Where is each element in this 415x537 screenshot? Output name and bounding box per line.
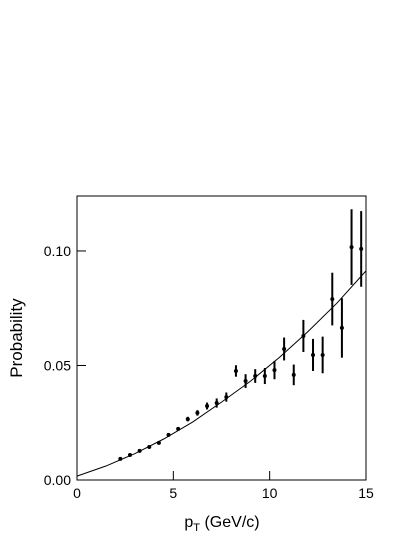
- x-axis-label: pT (GeV/c): [184, 514, 259, 534]
- data-point: [195, 410, 200, 415]
- data-point: [349, 245, 354, 250]
- x-tick-label: 15: [358, 485, 374, 501]
- data-point: [272, 368, 277, 373]
- data-point: [330, 297, 335, 302]
- x-label-sub: T: [193, 522, 200, 534]
- data-point: [137, 448, 142, 453]
- data-point: [224, 395, 229, 400]
- data-point: [185, 417, 190, 422]
- x-tick-label: 0: [73, 485, 81, 501]
- y-axis-label: Probability: [7, 298, 26, 378]
- x-tick-label: 5: [169, 485, 177, 501]
- data-point: [291, 372, 296, 377]
- y-tick-label: 0.10: [44, 243, 71, 259]
- y-tick-label: 0.00: [44, 472, 71, 488]
- data-point: [301, 333, 306, 338]
- data-point: [166, 432, 171, 437]
- data-point: [176, 426, 181, 431]
- plot-frame: [76, 195, 367, 481]
- data-point: [311, 352, 316, 357]
- fit-line: [76, 270, 367, 477]
- data-point: [205, 404, 210, 409]
- x-label-part: p: [184, 514, 193, 531]
- data-point: [253, 374, 258, 379]
- x-label-part: (GeV/c): [200, 514, 260, 531]
- data-point: [233, 368, 238, 373]
- data-point: [127, 453, 132, 458]
- y-tick-label: 0.05: [44, 357, 71, 373]
- data-point: [282, 346, 287, 351]
- data-point: [262, 374, 267, 379]
- data-point: [243, 379, 248, 384]
- data-point: [339, 325, 344, 330]
- data-point: [147, 445, 152, 450]
- data-point: [118, 456, 123, 461]
- x-tick-label: 10: [262, 485, 278, 501]
- data-point: [320, 352, 325, 357]
- data-point: [214, 401, 219, 406]
- data-point: [156, 440, 161, 445]
- data-point: [359, 246, 364, 251]
